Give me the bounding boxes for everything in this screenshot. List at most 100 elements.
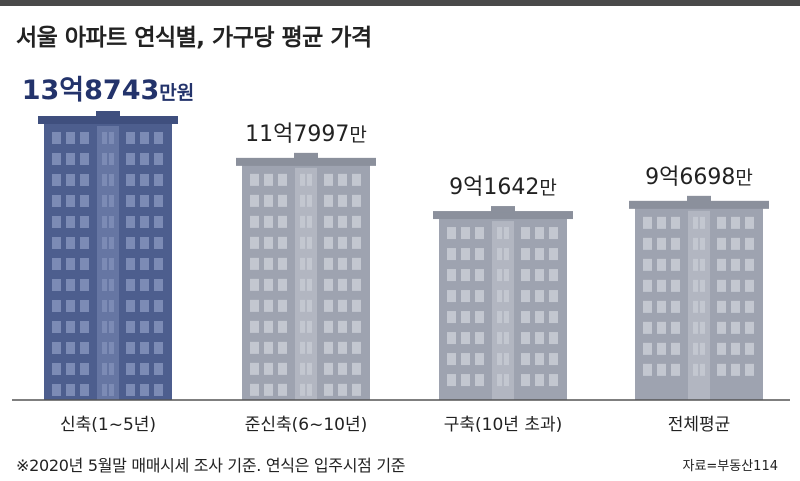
bar-window <box>278 299 287 312</box>
bar-window <box>52 132 61 144</box>
bar-window <box>140 384 149 396</box>
bar-window <box>66 216 75 228</box>
bar-window <box>66 153 75 165</box>
bar-window <box>535 227 544 240</box>
bar-window <box>745 237 754 250</box>
bar-window <box>475 290 484 303</box>
bar-column <box>688 210 710 400</box>
bar-window <box>745 279 754 292</box>
bar-window <box>475 374 484 387</box>
bar-window <box>140 132 149 144</box>
bar-window <box>300 320 305 333</box>
bar-window <box>338 341 347 354</box>
bar-window <box>497 227 502 240</box>
bar-window <box>66 279 75 291</box>
bar-window <box>657 279 666 292</box>
bar-window <box>549 269 558 282</box>
bar-roof-cap <box>294 152 318 159</box>
bar-window <box>643 258 652 271</box>
bar-window <box>66 321 75 333</box>
bar-window <box>643 342 652 355</box>
bar-window <box>549 353 558 366</box>
bar-window <box>693 321 698 334</box>
bar-window <box>307 299 312 312</box>
bar-window <box>66 237 75 249</box>
bar-window <box>497 311 502 324</box>
bar-window <box>126 132 135 144</box>
bar-window <box>66 363 75 375</box>
bar-window <box>643 216 652 229</box>
bar-window <box>154 279 163 291</box>
bar-window <box>250 215 259 228</box>
bar-window <box>278 173 287 186</box>
bar-window <box>80 195 89 207</box>
bar-window <box>126 363 135 375</box>
bar-window <box>717 279 726 292</box>
bar-window <box>66 258 75 270</box>
bar-window <box>447 332 456 345</box>
bar-window <box>324 278 333 291</box>
bar-window <box>447 269 456 282</box>
bar-window <box>745 300 754 313</box>
bar-window <box>447 311 456 324</box>
bar-window <box>352 236 361 249</box>
bar-window <box>250 320 259 333</box>
bar-window <box>102 258 107 270</box>
bar-window <box>140 258 149 270</box>
bar-window <box>324 257 333 270</box>
bar-window <box>693 363 698 376</box>
bar-window <box>52 174 61 186</box>
bar-window <box>80 258 89 270</box>
bar-window <box>731 363 740 376</box>
bar-window <box>278 341 287 354</box>
bar-window <box>250 278 259 291</box>
bar-window <box>80 342 89 354</box>
bar-window <box>521 290 530 303</box>
bar-window <box>80 300 89 312</box>
bar-window <box>521 311 530 324</box>
bar-column <box>295 167 317 400</box>
bar-window <box>521 227 530 240</box>
bar-window <box>504 353 509 366</box>
bar-window <box>307 320 312 333</box>
bar-window <box>102 363 107 375</box>
bar-window <box>278 257 287 270</box>
bar-window <box>717 321 726 334</box>
bar-window <box>80 237 89 249</box>
bar-window <box>657 363 666 376</box>
bar-window <box>126 195 135 207</box>
bar-window <box>52 258 61 270</box>
bar-window <box>52 342 61 354</box>
bar-window <box>80 321 89 333</box>
bar-window <box>278 383 287 396</box>
bar-window <box>154 174 163 186</box>
bar-window <box>52 300 61 312</box>
bar-window <box>338 257 347 270</box>
category-label: 신축(1~5년) <box>60 415 156 435</box>
bar-window <box>700 342 705 355</box>
bar-roof-cap <box>96 111 120 117</box>
bar-window <box>671 237 680 250</box>
bar-window <box>300 383 305 396</box>
bar-window <box>643 300 652 313</box>
bar-window <box>154 132 163 144</box>
bar-window <box>264 320 273 333</box>
bar-window <box>497 269 502 282</box>
bar-window <box>671 279 680 292</box>
category-label: 구축(10년 초과) <box>444 415 563 435</box>
bar-window <box>504 227 509 240</box>
bar-window <box>264 341 273 354</box>
bar-window <box>717 300 726 313</box>
bar-roof <box>629 200 769 209</box>
bar-window <box>140 153 149 165</box>
bar-window <box>352 173 361 186</box>
bar-window <box>700 279 705 292</box>
bar-roof-cap <box>491 206 515 213</box>
bar-window <box>504 311 509 324</box>
bar-window <box>109 363 114 375</box>
bar-roof-cap <box>687 195 711 202</box>
bar-window <box>731 279 740 292</box>
bar-window <box>338 383 347 396</box>
bar-window <box>52 216 61 228</box>
